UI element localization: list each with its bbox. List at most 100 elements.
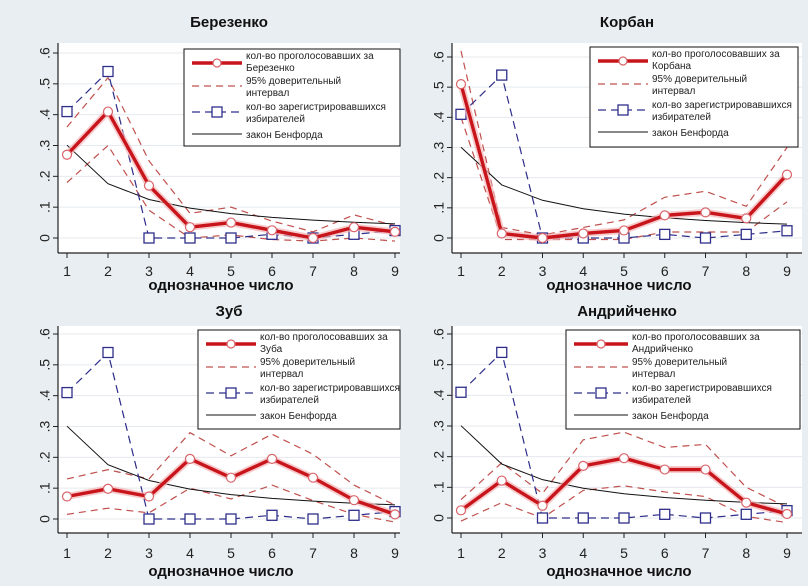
legend-registered-label: кол-во зарегистрировавшихся	[632, 383, 772, 394]
x-tick-label: 5	[620, 263, 628, 279]
chart-svg: Андрийченко 0 .1 .2 .3 .4 .5 .6 1 2 3 4 5 6 7 8 9 однозна…	[431, 303, 802, 580]
x-tick-label: 3	[145, 545, 153, 561]
y-tick-label: .6	[431, 51, 447, 63]
legend-registered-label-2: избирателей	[260, 394, 319, 406]
legend-ci-label-2: интервал	[260, 369, 303, 380]
y-tick-label: .2	[37, 451, 53, 463]
legend-votes-name: Зуба	[260, 343, 283, 355]
x-tick-label: 3	[539, 263, 547, 279]
ci-upper-line	[66, 76, 396, 233]
legend-ci-label: 95% доверительный	[652, 74, 747, 85]
votes-point	[102, 106, 114, 117]
y-tick-label: .1	[37, 201, 53, 213]
y-tick-label: .3	[431, 420, 447, 432]
chart-title: Андрийченко	[577, 303, 677, 320]
registered-point	[496, 346, 508, 359]
x-tick-label: 2	[104, 545, 112, 561]
registered-point	[659, 228, 671, 241]
legend-registered-marker	[211, 106, 223, 118]
legend-registered-label: кол-во зарегистрировавшихся	[246, 102, 386, 113]
registered-point	[455, 108, 467, 120]
registered-point	[496, 69, 508, 81]
y-tick-label: .3	[37, 420, 53, 432]
legend-benford-label: закон Бенфорда	[632, 410, 709, 422]
ci-upper-line	[460, 50, 788, 236]
x-tick-label: 5	[620, 545, 628, 561]
registered-point	[61, 386, 73, 399]
registered-point	[740, 228, 752, 241]
legend-votes-name: Андрийченко	[632, 344, 694, 355]
x-tick-label: 9	[783, 263, 791, 279]
x-tick-label: 9	[391, 545, 399, 561]
chart-title: Корбан	[600, 14, 654, 31]
y-tick-label: .4	[37, 109, 53, 121]
y-tick-label: 0	[37, 515, 53, 523]
y-tick-label: .5	[431, 81, 447, 93]
registered-point	[536, 512, 549, 524]
legend-box	[565, 329, 801, 430]
x-tick-label: 7	[702, 263, 710, 279]
benford-line	[66, 425, 396, 506]
chart-panel-berezenko: Березенко 0 .1 .2 .3 .4 .5 .6 1 2 3 4 5 6 7 8 9 однозначн…	[0, 0, 404, 293]
registered-point	[740, 508, 752, 520]
ci-lower-line	[460, 485, 788, 524]
chart-title: Березенко	[190, 14, 268, 31]
y-tick-label: .5	[431, 359, 447, 371]
benford-line	[460, 425, 788, 505]
legend-benford-label: закон Бенфорда	[246, 129, 323, 141]
ci-upper-line	[66, 431, 396, 506]
registered-line	[66, 70, 396, 239]
x-tick-label: 9	[391, 263, 399, 279]
chart-panel-andriychenko: Андрийченко 0 .1 .2 .3 .4 .5 .6 1 2 3 4 5 6 7 8 9 однозна…	[404, 293, 808, 586]
chart-panel-korban: Корбан 0 .1 .2 .3 .4 .5 .6 1 2 3 4 5 6 7 8 9 однозначное …	[404, 0, 808, 293]
registered-point	[618, 512, 630, 524]
y-tick-label: .1	[431, 481, 447, 493]
votes-point	[659, 464, 670, 475]
x-tick-label: 1	[63, 263, 71, 279]
legend-ci-label: 95% доверительный	[260, 357, 355, 368]
registered-point	[61, 105, 73, 118]
x-tick-label: 7	[702, 545, 710, 561]
legend-votes-marker	[212, 58, 222, 68]
registered-point	[266, 509, 278, 521]
votes-point	[700, 207, 711, 218]
legend-ci-label-2: интервал	[246, 88, 289, 99]
legend-benford-label: закон Бенфорда	[652, 127, 729, 139]
y-tick-label: .2	[431, 172, 447, 184]
ci-lower-line	[66, 484, 396, 523]
votes-point	[455, 505, 467, 516]
ci-lower-line	[460, 117, 788, 241]
registered-point	[143, 513, 155, 525]
y-tick-label: .3	[37, 139, 53, 151]
legend-ci-label: 95% доверительный	[632, 357, 727, 368]
votes-point	[102, 483, 114, 494]
y-tick-label: .1	[431, 202, 447, 214]
legend-registered-label: кол-во зарегистрировавшихся	[652, 100, 792, 111]
votes-point	[618, 225, 630, 236]
legend-votes-label: кол-во проголосовавших за	[632, 332, 760, 343]
legend-registered-marker	[225, 387, 237, 399]
x-tick-label: 6	[268, 263, 276, 279]
ci-upper-line	[460, 431, 788, 508]
legend-ci-label-2: интервал	[652, 86, 695, 97]
x-axis-label: однозначное число	[546, 563, 691, 580]
y-tick-label: .4	[431, 389, 447, 401]
chart-svg: Березенко 0 .1 .2 .3 .4 .5 .6 1 2 3 4 5 6 7 8 9 однозначн…	[37, 14, 401, 293]
chart-title: Зуб	[215, 303, 242, 320]
x-axis-label: однозначное число	[148, 277, 293, 293]
registered-point	[577, 512, 589, 524]
votes-point	[348, 222, 360, 233]
chart-panel-zub: Зуб 0 .1 .2 .3 .4 .5 .6 1 2 3 4 5 6 7 8 9 однозначное чис…	[0, 293, 404, 586]
x-tick-label: 7	[309, 263, 317, 279]
votes-point	[143, 180, 155, 191]
registered-point	[307, 513, 319, 525]
legend-registered-label-2: избирателей	[246, 113, 305, 125]
y-tick-label: .5	[37, 359, 53, 371]
legend-registered-marker	[617, 104, 629, 116]
benford-line	[66, 144, 396, 225]
votes-point	[741, 497, 752, 508]
y-tick-label: 0	[431, 514, 447, 522]
